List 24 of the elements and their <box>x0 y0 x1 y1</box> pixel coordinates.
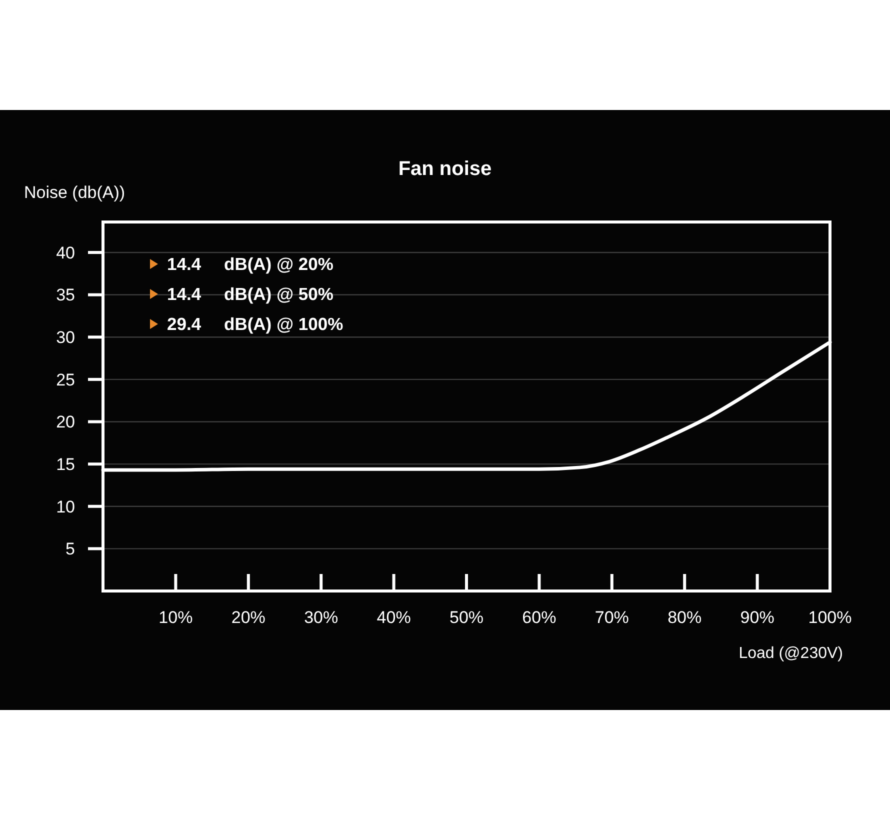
text: 29.4 dB(A) @ 100% <box>167 314 344 334</box>
text: 14.4 dB(A) @ 50% <box>167 284 334 304</box>
x-tick-label: 10% <box>158 608 193 627</box>
x-tick-label: 20% <box>231 608 266 627</box>
x-tick-label: 40% <box>376 608 411 627</box>
x-tick-label: 80% <box>668 608 702 627</box>
y-tick-label: 5 <box>66 540 75 559</box>
chart-title: Fan noise <box>398 158 492 180</box>
y-tick-label: 40 <box>56 243 75 262</box>
y-tick-label: 30 <box>56 328 75 348</box>
x-tick-label: 100% <box>808 608 852 627</box>
y-tick-label: 25 <box>56 370 75 390</box>
x-tick-label: 90% <box>740 608 774 627</box>
x-tick-label: 60% <box>522 608 556 627</box>
y-tick-label: 15 <box>56 455 75 474</box>
y-tick-label: 10 <box>56 497 75 516</box>
x-tick-label: 70% <box>594 608 629 627</box>
y-tick-label: 35 <box>56 286 75 305</box>
x-tick-label: 50% <box>449 608 484 627</box>
text: 14.4 dB(A) @ 20% <box>167 254 334 274</box>
x-tick-label: 30% <box>304 608 338 627</box>
y-axis-title: Noise (db(A)) <box>24 183 126 202</box>
y-tick-label: 20 <box>56 412 75 432</box>
x-axis-title: Load (@230V) <box>738 645 843 662</box>
